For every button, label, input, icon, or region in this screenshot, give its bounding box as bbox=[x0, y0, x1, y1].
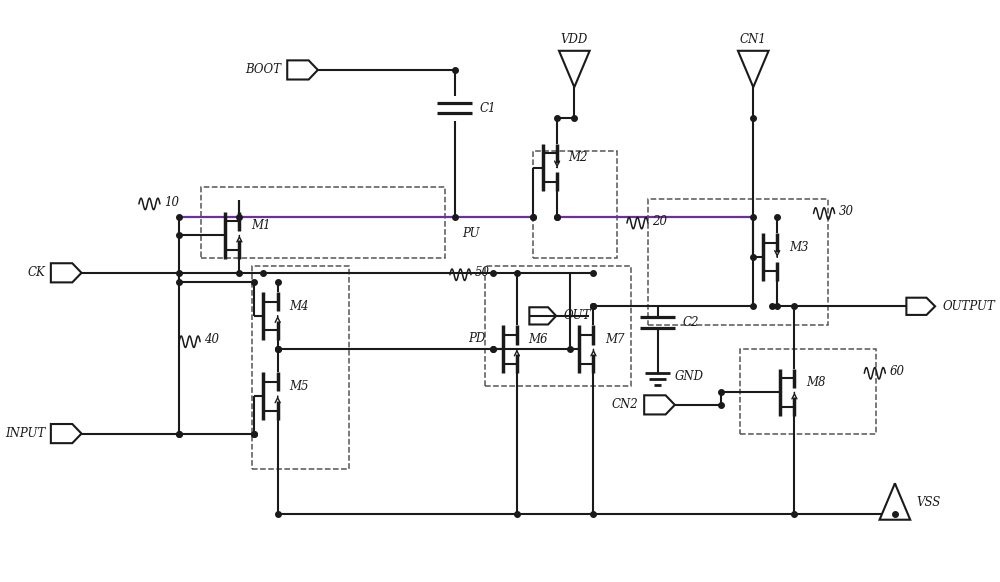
Text: C2: C2 bbox=[682, 316, 699, 329]
Text: INPUT: INPUT bbox=[5, 427, 45, 440]
Text: OUT: OUT bbox=[564, 310, 591, 322]
Text: M8: M8 bbox=[806, 377, 825, 389]
Text: 10: 10 bbox=[164, 196, 179, 208]
Bar bbox=[533, 151, 617, 258]
Text: PU: PU bbox=[462, 227, 480, 240]
Text: 60: 60 bbox=[889, 365, 904, 378]
Text: M7: M7 bbox=[605, 333, 624, 346]
Text: CK: CK bbox=[27, 267, 45, 279]
Text: VDD: VDD bbox=[561, 33, 588, 46]
Text: C1: C1 bbox=[480, 102, 496, 115]
Text: OUTPUT: OUTPUT bbox=[943, 300, 996, 313]
Text: M5: M5 bbox=[289, 380, 309, 393]
Text: M6: M6 bbox=[528, 333, 548, 346]
Polygon shape bbox=[880, 483, 910, 520]
Bar bbox=[201, 187, 445, 258]
Text: M4: M4 bbox=[289, 300, 309, 313]
Text: M1: M1 bbox=[251, 219, 270, 232]
Text: BOOT: BOOT bbox=[245, 63, 281, 76]
Bar bbox=[485, 266, 631, 386]
Text: PD: PD bbox=[468, 332, 485, 345]
Text: 40: 40 bbox=[204, 333, 219, 346]
Bar bbox=[252, 266, 349, 469]
Text: VSS: VSS bbox=[916, 496, 940, 509]
Polygon shape bbox=[559, 51, 590, 87]
Polygon shape bbox=[738, 51, 769, 87]
Text: GND: GND bbox=[675, 370, 704, 383]
Text: CN2: CN2 bbox=[612, 398, 638, 411]
Text: 50: 50 bbox=[475, 267, 490, 279]
Text: 30: 30 bbox=[838, 205, 853, 218]
Text: CN1: CN1 bbox=[740, 33, 767, 46]
Text: M3: M3 bbox=[789, 241, 808, 254]
Bar bbox=[740, 349, 876, 434]
Text: 20: 20 bbox=[652, 215, 667, 228]
Bar bbox=[648, 199, 828, 325]
Text: M2: M2 bbox=[569, 151, 588, 165]
